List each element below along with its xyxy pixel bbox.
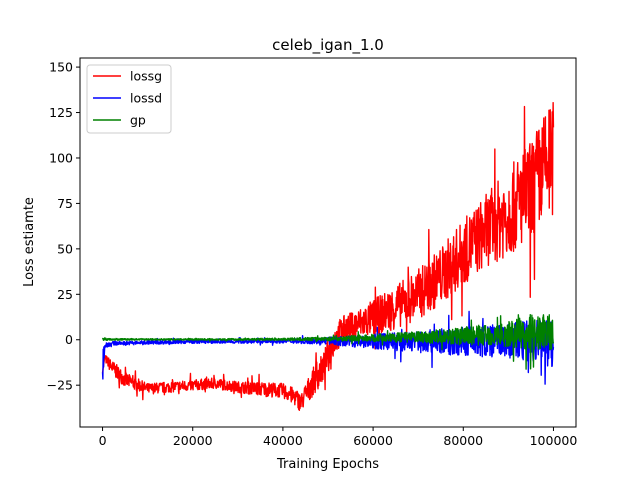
x-tick-label: 0 <box>99 433 107 448</box>
series-line-lossg <box>101 101 555 412</box>
y-axis-label: Loss estiamte <box>22 197 37 287</box>
y-tick-label: 150 <box>49 60 73 75</box>
chart-title: celeb_igan_1.0 <box>272 36 384 55</box>
y-tick-label: 125 <box>49 105 73 120</box>
x-axis: 0 20000 40000 60000 80000 100000 <box>99 427 578 448</box>
x-tick-label: 100000 <box>530 433 578 448</box>
x-tick-label: 40000 <box>263 433 303 448</box>
legend: lossg lossd gp <box>86 64 172 134</box>
x-tick-label: 20000 <box>173 433 213 448</box>
y-tick-label: 50 <box>57 241 73 256</box>
legend-box <box>86 64 172 134</box>
x-tick-label: 80000 <box>443 433 483 448</box>
y-axis: −25 0 25 50 75 100 125 150 <box>47 60 80 393</box>
y-tick-label: −25 <box>47 378 73 393</box>
y-tick-label: 75 <box>57 196 73 211</box>
legend-label-lossd: lossd <box>130 91 162 106</box>
plot-frame <box>79 57 577 428</box>
x-axis-label: Training Epochs <box>276 457 379 472</box>
series-line-gp <box>101 314 555 370</box>
plot-lines <box>101 101 555 412</box>
y-tick-label: 0 <box>65 332 73 347</box>
y-tick-label: 100 <box>49 150 73 165</box>
y-tick-label: 25 <box>57 287 73 302</box>
legend-label-gp: gp <box>130 113 146 128</box>
legend-label-lossg: lossg <box>130 69 162 84</box>
x-tick-label: 60000 <box>353 433 393 448</box>
